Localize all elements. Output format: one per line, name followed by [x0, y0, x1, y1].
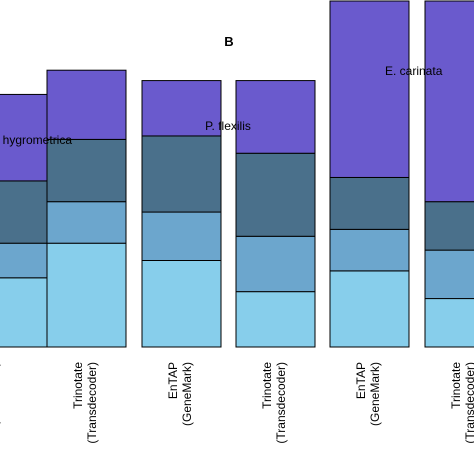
bar-segment [46, 201, 127, 244]
x-tick-label: EnTAP(GeneMark) [166, 362, 194, 426]
bar-segment [424, 0, 474, 203]
bar-segment [0, 242, 48, 279]
bar-segment [424, 249, 474, 300]
bar-segment [424, 201, 474, 251]
bar-segment [46, 69, 127, 140]
bar-segment [141, 135, 222, 213]
bar-segment [235, 152, 316, 237]
x-tick-label: EnTAP(GeneMark) [0, 362, 1, 426]
group-label: F. hygrometrica [0, 133, 72, 147]
bar-segment [46, 138, 127, 203]
bar-segment [329, 0, 410, 178]
bar-segment [0, 93, 48, 182]
bar-segment [329, 270, 410, 348]
bar-segment [235, 80, 316, 154]
group-labels-layer: F. hygrometrica P. flexilis E. carinata [0, 64, 443, 147]
x-tick-label: EnTAP(GeneMark) [354, 362, 382, 426]
bar-segment [141, 80, 222, 137]
group-label: P. flexilis [205, 119, 251, 133]
bar-segment [235, 235, 316, 293]
bar-segment [141, 211, 222, 261]
bar-segment [424, 298, 474, 348]
bar-segment [0, 277, 48, 348]
bar-segment [235, 291, 316, 348]
x-tick-label: Trinotate(Transdecoder) [260, 362, 288, 444]
x-tick-label: Trinotate(Transdecoder) [71, 362, 99, 444]
bars-layer [0, 0, 474, 348]
bar-segment [329, 176, 410, 230]
bar-segment [46, 242, 127, 348]
x-tick-label: Trinotate(Transdecoder) [449, 362, 474, 444]
chart-title: B [224, 34, 233, 49]
x-axis-labels-layer: EnTAP(GeneMark) Trinotate(Transdecoder) En… [0, 362, 474, 444]
bar-segment [141, 260, 222, 348]
bar-segment [0, 180, 48, 244]
group-label: E. carinata [385, 64, 443, 78]
bar-segment [329, 228, 410, 272]
